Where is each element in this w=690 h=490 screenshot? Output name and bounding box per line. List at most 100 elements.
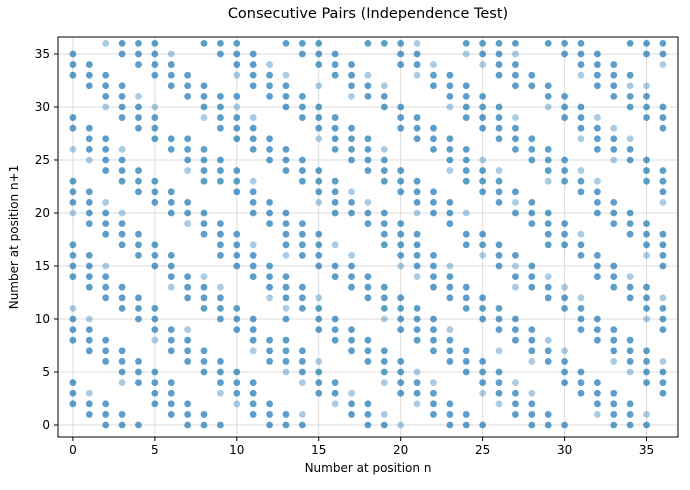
data-point [659,124,667,132]
data-point [659,230,667,238]
data-point [544,294,552,302]
data-point [217,305,224,312]
data-point [593,50,601,58]
data-point-light [561,283,568,291]
data-point [200,82,208,90]
data-point [380,283,388,291]
data-point [348,336,355,344]
data-point [577,124,585,132]
data-point [167,262,175,270]
data-point [184,336,192,344]
data-point [200,145,208,153]
data-point [85,71,93,79]
data-point [495,114,503,121]
data-point [528,421,536,429]
data-point-light [446,262,454,270]
data-point-light [380,82,388,90]
data-point [233,251,241,259]
data-point [135,379,142,387]
y-tick-label: 0 [42,418,50,432]
data-point [561,50,568,58]
data-point-light [102,39,110,47]
data-point [561,368,568,376]
data-point [266,71,273,79]
data-point [266,220,273,227]
data-point [626,103,634,111]
data-point [364,411,372,418]
data-point [380,156,388,164]
data-point-light [512,379,519,387]
data-point [217,156,224,164]
data-point [380,230,388,238]
data-point [249,389,257,397]
data-point [135,305,142,312]
data-point [380,358,388,365]
data-point [397,251,405,259]
data-point [233,124,241,132]
data-point [217,50,224,58]
data-point [298,294,306,302]
data-point [315,61,323,68]
data-point [577,103,585,111]
data-point [118,368,126,376]
data-point-light [380,411,388,418]
data-point [135,188,142,196]
y-tick-label: 20 [35,206,50,220]
data-point [577,177,585,185]
data-point [102,82,110,90]
data-point [167,198,175,206]
data-point [200,347,208,355]
data-point [462,103,470,111]
data-point [217,379,224,387]
data-point [462,145,470,153]
data-point [364,167,372,174]
data-point [397,167,405,174]
data-point [430,198,437,206]
data-point [102,273,110,280]
data-point [282,103,290,111]
data-point [298,50,306,58]
data-point-light [348,188,355,196]
data-point [249,273,257,280]
data-point-light [659,358,667,365]
data-point [364,82,372,90]
data-point-light [430,379,437,387]
data-point [282,283,290,291]
data-point [397,294,405,302]
data-point [479,421,487,429]
data-point [331,61,339,68]
data-point [85,262,93,270]
data-point [135,61,142,68]
data-point-light [364,198,372,206]
data-point [151,400,159,408]
data-point [331,273,339,280]
data-point [495,71,503,79]
data-point [593,71,601,79]
data-point [528,135,536,143]
data-point [331,198,339,206]
data-point [610,92,618,100]
data-point [69,315,77,323]
data-point [364,220,372,227]
data-point [577,379,585,387]
data-point [200,421,208,429]
data-point [413,379,421,387]
data-point [462,241,470,249]
data-point [364,145,372,153]
data-point [85,82,93,90]
data-point [659,188,667,196]
data-point [217,421,224,429]
data-point [331,336,339,344]
data-point [315,379,323,387]
data-point [364,135,372,143]
data-point [184,421,192,429]
data-point [315,326,323,334]
data-point [135,368,142,376]
data-point-light [610,156,618,164]
data-point [544,220,552,227]
data-point-light [364,71,372,79]
data-point [544,82,552,90]
data-point [397,61,405,68]
data-point [610,61,618,68]
